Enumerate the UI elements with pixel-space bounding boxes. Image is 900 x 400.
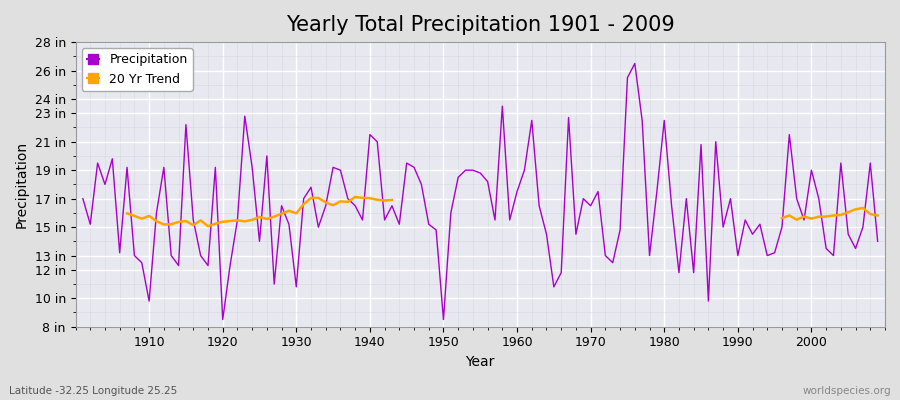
Text: worldspecies.org: worldspecies.org [803,386,891,396]
X-axis label: Year: Year [465,355,495,369]
Legend: Precipitation, 20 Yr Trend: Precipitation, 20 Yr Trend [82,48,193,91]
Title: Yearly Total Precipitation 1901 - 2009: Yearly Total Precipitation 1901 - 2009 [286,15,675,35]
Text: Latitude -32.25 Longitude 25.25: Latitude -32.25 Longitude 25.25 [9,386,177,396]
Y-axis label: Precipitation: Precipitation [15,141,29,228]
